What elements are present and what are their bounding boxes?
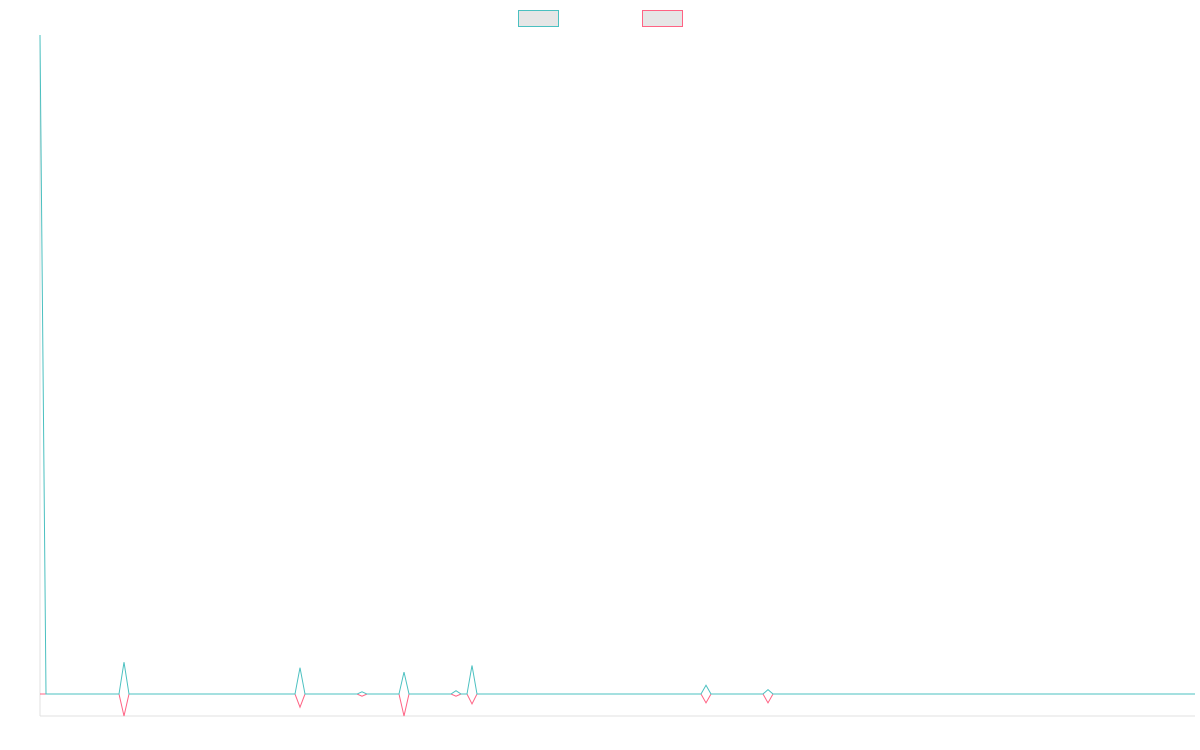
series-line — [39, 34, 1195, 695]
legend-swatch — [518, 10, 559, 27]
series-line — [40, 693, 1195, 717]
legend-swatch — [642, 10, 683, 27]
